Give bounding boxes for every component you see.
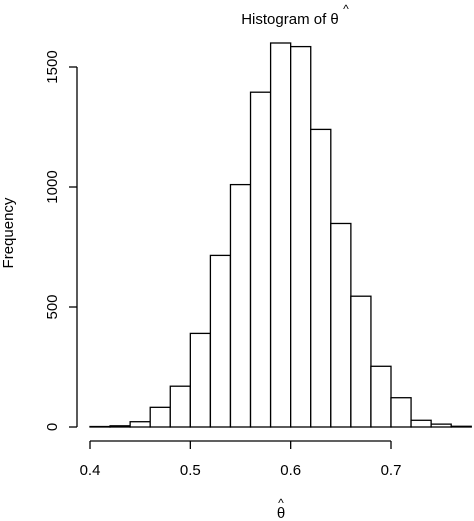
histogram-bar: [269, 42, 292, 428]
histogram-bar: [350, 295, 372, 428]
histogram-bar: [129, 421, 151, 428]
chart-title-accent: ^: [343, 2, 349, 16]
histogram-bar: [209, 254, 232, 428]
chart-title: Histogram of θ: [241, 11, 339, 28]
histogram-bar: [370, 365, 392, 428]
histogram-bar: [330, 222, 352, 428]
x-tick-label: 0.6: [280, 462, 301, 479]
x-tick-label: 0.5: [180, 462, 201, 479]
histogram-bar: [430, 423, 452, 428]
histogram-bar: [169, 385, 191, 428]
histogram-bar: [310, 128, 332, 428]
y-axis-label: Frequency: [0, 197, 17, 268]
y-axis: 0 500 1000 1500: [44, 50, 78, 431]
histogram-bar: [290, 45, 312, 428]
histogram-bar: [410, 419, 432, 428]
histogram-bar: [189, 332, 212, 428]
x-tick-label: 0.4: [80, 462, 101, 479]
histogram-bar: [109, 425, 131, 428]
y-tick-label: 0: [44, 423, 61, 431]
y-tick-label: 1500: [44, 50, 61, 83]
x-tick-label: 0.7: [381, 462, 402, 479]
x-axis: 0.4 0.5 0.6 0.7: [80, 440, 402, 479]
histogram-bar: [390, 397, 412, 428]
y-tick-label: 1000: [44, 170, 61, 203]
histogram-bar: [450, 425, 472, 428]
histogram-bar: [249, 91, 272, 428]
histogram-bars: [89, 42, 472, 428]
x-axis-label: θ: [277, 505, 285, 521]
histogram-bar: [149, 406, 171, 428]
histogram-bar: [229, 183, 252, 428]
y-tick-label: 500: [44, 294, 61, 319]
x-axis-label-accent: ^: [278, 496, 284, 510]
